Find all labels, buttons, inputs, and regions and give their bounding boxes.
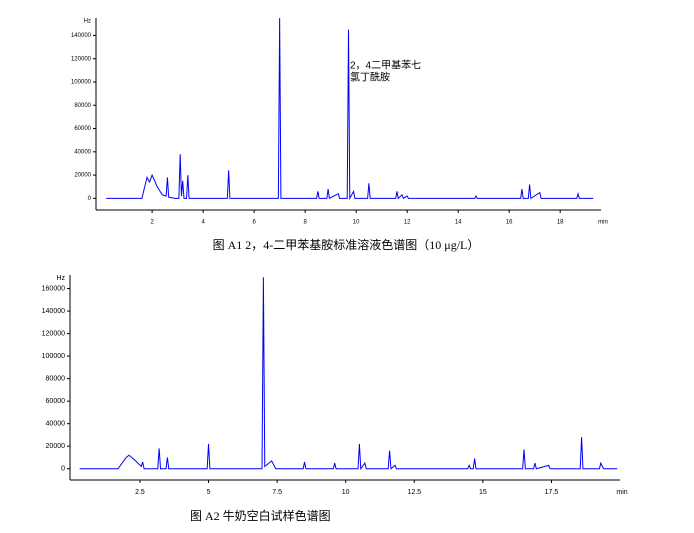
y-tick-label: 80000 [74,103,91,109]
y-tick-label: 40000 [46,421,66,428]
x-tick-label: 2.5 [135,489,145,496]
x-tick-label: 10 [353,220,360,226]
y-tick-label: 140000 [71,33,92,39]
y-tick-label: 80000 [46,375,66,382]
x-tick-label: 8 [303,220,307,226]
chromatogram-trace [106,17,594,201]
x-tick-label: 2 [150,220,154,226]
y-tick-label: 20000 [46,443,66,450]
x-tick-label: 12 [404,220,411,226]
y-tick-label: 100000 [42,353,65,360]
figure-caption: 图 A2 牛奶空白试样色谱图 [190,508,331,523]
x-tick-label: 12.5 [407,489,421,496]
y-tick-label: 160000 [42,285,65,292]
y-tick-label: 60000 [74,126,91,132]
x-axis-label: min [616,489,627,496]
y-tick-label: 60000 [46,398,66,405]
y-tick-label: 100000 [71,80,92,86]
x-tick-label: 7.5 [272,489,282,496]
y-tick-label: 120000 [42,330,65,337]
x-tick-label: 6 [252,220,256,226]
chromatogram-trace [79,277,618,471]
y-axis-label: Hz [84,19,91,25]
x-tick-label: 15 [479,489,487,496]
y-tick-label: 0 [61,466,65,473]
x-tick-label: 17.5 [545,489,559,496]
x-tick-label: 18 [557,220,564,226]
x-tick-label: 4 [201,220,205,226]
y-tick-label: 40000 [74,149,91,155]
peak-annotation: 氯丁酰胺 [350,71,390,84]
y-tick-label: 120000 [71,56,92,62]
peak-annotation: 2，4二甲基苯七 [350,59,421,72]
x-tick-label: 10 [342,489,350,496]
x-axis-label: min [598,220,608,226]
y-axis-label: Hz [56,275,65,282]
x-tick-label: 14 [455,220,462,226]
y-tick-label: 20000 [74,173,91,179]
x-tick-label: 16 [506,220,513,226]
x-tick-label: 5 [207,489,211,496]
y-tick-label: 140000 [42,308,65,315]
figure-caption: 图 A1 2，4-二甲苯基胺标准溶液色谱图（10 μg/L） [213,237,480,252]
y-tick-label: 0 [88,196,92,202]
